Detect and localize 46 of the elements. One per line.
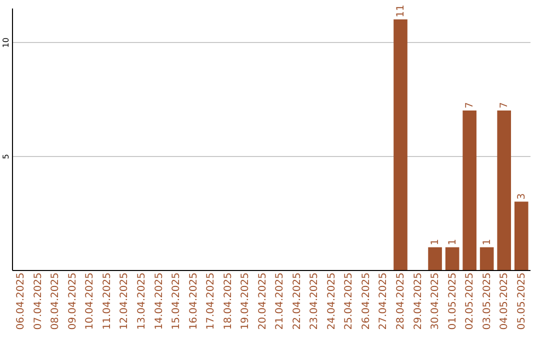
bar [462,110,476,270]
x-tick-label: 10.04.2025 [84,272,96,330]
x-tick-label: 20.04.2025 [257,272,268,330]
data-label: 1 [482,238,493,246]
data-label: 11 [396,4,406,18]
x-tick-label: 22.04.2025 [292,272,303,330]
x-tick-label: 14.04.2025 [154,272,165,330]
bar [497,110,512,270]
x-tick-label: 03.05.2025 [482,272,493,330]
x-tick-label: 15.04.2025 [171,272,182,330]
x-tick-label: 30.04.2025 [430,272,442,330]
bar [428,247,442,270]
x-tick-label: 04.05.2025 [499,272,510,330]
bar [514,202,528,270]
x-tick-label: 07.04.2025 [32,272,44,330]
x-tick-label: 02.05.2025 [464,272,476,330]
x-tick-label: 17.04.2025 [206,272,217,330]
x-tick-label: 11.04.2025 [102,272,113,330]
data-label: 7 [499,102,510,109]
x-tick-label: 12.04.2025 [119,272,130,330]
y-tick-label: 10 [2,38,10,48]
x-tick-label: 05.05.2025 [516,272,528,330]
x-tick-label: 18.04.2025 [222,272,234,330]
x-tick-label: 16.04.2025 [188,272,200,330]
data-label: 1 [430,238,442,246]
x-tick-label: 21.04.2025 [274,272,286,330]
x-tick-label: 19.04.2025 [240,272,252,330]
data-label: 1 [447,238,458,246]
x-tick-label: 28.04.2025 [396,272,406,330]
bar [394,19,408,270]
data-label: 3 [516,193,528,200]
x-tick-label: 08.04.2025 [50,272,62,330]
x-tick-label: 24.04.2025 [326,272,338,330]
data-label: 7 [464,102,476,109]
x-tick-label: 06.04.2025 [16,272,27,330]
x-tick-label: 23.04.2025 [309,272,320,330]
x-tick-label: 13.04.2025 [136,272,148,330]
bar [445,247,460,270]
x-tick-label: 27.04.2025 [378,272,390,330]
x-tick-label: 29.04.2025 [412,272,424,330]
bar [480,247,494,270]
x-tick-label: 09.04.2025 [67,272,78,330]
x-tick-label: 25.04.2025 [344,272,355,330]
y-tick-label: 5 [2,154,10,160]
x-tick-label: 26.04.2025 [360,272,372,330]
x-tick-label: 01.05.2025 [447,272,458,330]
